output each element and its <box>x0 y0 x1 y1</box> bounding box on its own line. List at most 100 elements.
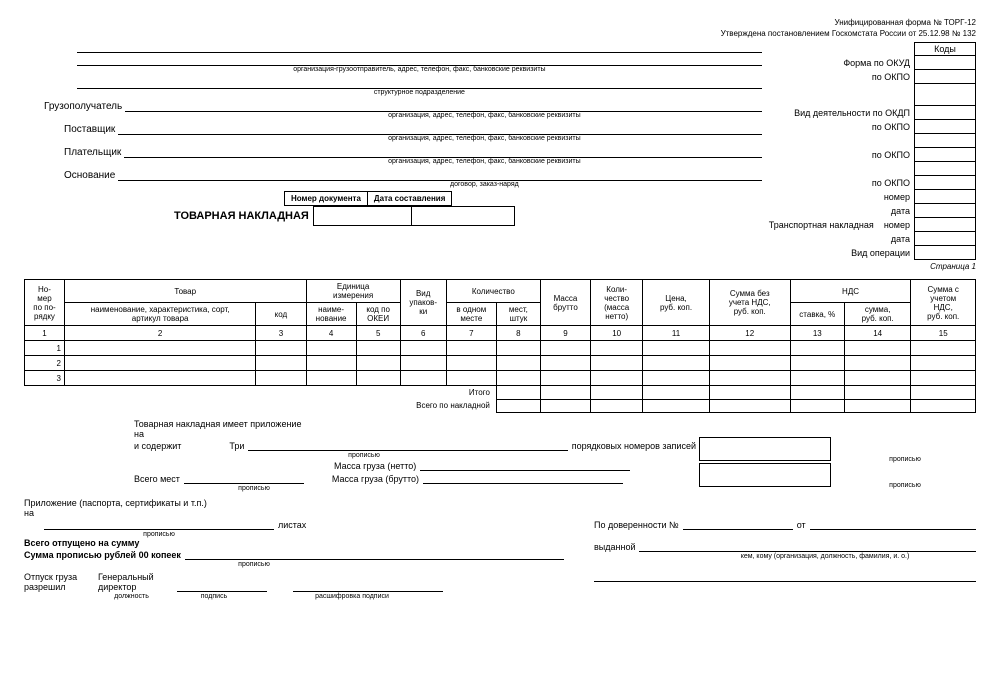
consignee-line <box>125 99 762 112</box>
issued-label: выданной <box>594 542 635 552</box>
col-goods-name: наименование, характеристика, сорт, арти… <box>64 303 255 326</box>
colnum-10: 10 <box>591 326 643 341</box>
written-cap-5: прописью <box>44 531 274 538</box>
docnum-values <box>313 206 515 226</box>
col-unit: Единица измерения <box>306 280 400 303</box>
tn-label: Транспортная накладная номер <box>765 218 915 232</box>
issued-line-2 <box>594 570 976 582</box>
row2-num: 2 <box>25 356 65 371</box>
written-cap-1: прописью <box>304 452 424 459</box>
total-places-line <box>184 472 304 484</box>
okdp-box <box>915 106 976 120</box>
okpo3-box-ext <box>915 162 976 176</box>
written-cap-2: прописью <box>194 485 314 492</box>
col-unit-name: наиме- нование <box>306 303 356 326</box>
date-box <box>915 204 976 218</box>
consignee-label: Грузополучатель <box>44 101 122 112</box>
supplier-label: Поставщик <box>64 124 115 135</box>
codes-table: Коды Форма по ОКУД по ОКПО Вид деятельно… <box>765 42 976 260</box>
colnum-8: 8 <box>496 326 540 341</box>
number-box <box>915 190 976 204</box>
okud-label: Форма по ОКУД <box>765 56 915 70</box>
col-net: Коли- чество (масса нетто) <box>591 280 643 326</box>
docdate-h: Дата составления <box>367 192 451 206</box>
col-unit-okei: код по ОКЕИ <box>356 303 400 326</box>
okpo4-label: по ОКПО <box>765 176 915 190</box>
okdp-label: Вид деятельности по ОКДП <box>765 106 915 120</box>
docnum-value <box>313 207 411 226</box>
date2-label: дата <box>765 232 915 246</box>
basis-line <box>118 168 761 181</box>
sheets-label: листах <box>278 520 306 530</box>
docnum-header: Номер документа Дата составления <box>284 191 452 206</box>
written-cap-3: прописью <box>840 456 970 463</box>
payer-caption: организация, адрес, телефон, факс, банко… <box>204 158 824 165</box>
colnum-7: 7 <box>446 326 496 341</box>
supplier-line <box>118 122 762 135</box>
col-vat-sum: сумма, руб. коп. <box>844 303 911 326</box>
shipper-caption: организация-грузоотправитель, адрес, тел… <box>74 66 824 73</box>
docdate-value <box>411 207 514 226</box>
col-qty-one: в одном месте <box>446 303 496 326</box>
mass-gross-label: Масса груза (брутто) <box>332 474 419 484</box>
from-label: от <box>797 520 806 530</box>
basis-label: Основание <box>64 170 115 181</box>
form-number: Унифицированная форма № ТОРГ-12 <box>721 18 976 27</box>
goods-table: Но- мер по по- рядку Товар Единица измер… <box>24 279 976 413</box>
okpo3-box <box>915 148 976 162</box>
okpo2-box-ext <box>915 134 976 148</box>
contains-label: и содержит <box>134 441 181 451</box>
okpo4-box <box>915 176 976 190</box>
col-gross: Масса брутто <box>540 280 590 326</box>
date2-box <box>915 232 976 246</box>
attach-label: Товарная накладная имеет приложение на <box>134 419 696 439</box>
row3-num: 3 <box>25 371 65 386</box>
doc-title: ТОВАРНАЯ НАКЛАДНАЯ <box>174 210 309 222</box>
box-2 <box>699 463 831 487</box>
issued-caption: кем, кому (организация, должность, фамил… <box>674 553 976 560</box>
col-vat: НДС <box>790 280 911 303</box>
mass-net-line <box>420 459 630 471</box>
sig-line-1 <box>177 580 267 592</box>
total-label: Всего по накладной <box>25 399 497 412</box>
colnum-2: 2 <box>64 326 255 341</box>
colnum-11: 11 <box>643 326 710 341</box>
page-marker: Страница 1 <box>24 262 976 271</box>
colnum-12: 12 <box>709 326 790 341</box>
struct-line <box>77 76 762 89</box>
sum-words: Сумма прописью рублей 00 копеек <box>24 550 181 560</box>
struct-caption: структурное подразделение <box>74 89 824 96</box>
docnum-h: Номер документа <box>285 192 368 206</box>
colnum-5: 5 <box>356 326 400 341</box>
gendir-label: Генеральный директор <box>98 572 173 592</box>
col-numbers-row: 1 2 3 4 5 6 7 8 9 10 11 12 13 14 15 <box>25 326 976 341</box>
okpo3-label: по ОКПО <box>765 148 915 162</box>
date-label: дата <box>765 204 915 218</box>
total-row: Всего по накладной <box>25 399 976 412</box>
colnum-9: 9 <box>540 326 590 341</box>
sig-line-2 <box>293 580 443 592</box>
issued-line <box>639 540 976 552</box>
ord-numbers-label: порядковых номеров записей <box>572 441 696 451</box>
colnum-1: 1 <box>25 326 65 341</box>
col-qty-places: мест, штук <box>496 303 540 326</box>
itogo-row: Итого <box>25 386 976 400</box>
colnum-6: 6 <box>400 326 446 341</box>
col-price: Цена, руб. коп. <box>643 280 710 326</box>
shipper-line2 <box>77 53 762 66</box>
colnum-15: 15 <box>911 326 976 341</box>
contains-line <box>248 439 567 451</box>
mass-gross-line <box>423 472 623 484</box>
col-goods: Товар <box>64 280 306 303</box>
decode-cap: расшифровка подписи <box>277 593 427 600</box>
number-label: номер <box>765 190 915 204</box>
col-num: Но- мер по по- рядку <box>25 280 65 326</box>
col-sum-vat: Сумма с учетом НДС, руб. коп. <box>911 280 976 326</box>
row1-num: 1 <box>25 341 65 356</box>
position-cap: должность <box>94 593 169 600</box>
colnum-4: 4 <box>306 326 356 341</box>
total-sum-label: Всего отпущено на сумму <box>24 538 564 548</box>
sum-words-line <box>185 548 564 560</box>
consignee-caption: организация, адрес, телефон, факс, банко… <box>204 112 824 119</box>
power-attorney-label: По доверенности № <box>594 520 679 530</box>
